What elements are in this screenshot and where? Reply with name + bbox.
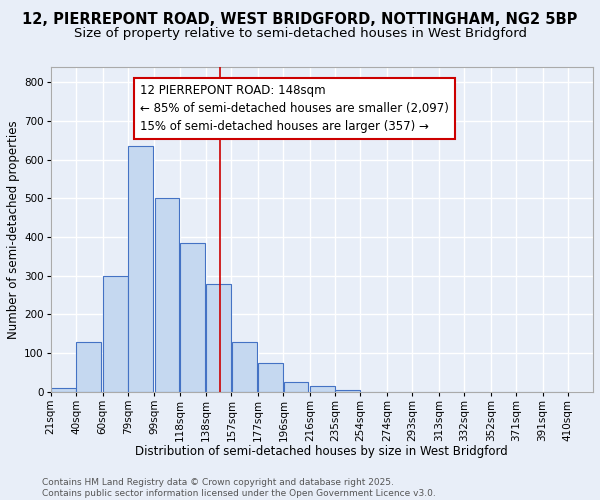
X-axis label: Distribution of semi-detached houses by size in West Bridgford: Distribution of semi-detached houses by … [136,445,508,458]
Y-axis label: Number of semi-detached properties: Number of semi-detached properties [7,120,20,338]
Bar [180,243,205,392]
Text: Size of property relative to semi-detached houses in West Bridgford: Size of property relative to semi-detach… [74,28,527,40]
Bar [76,342,101,392]
Bar [310,386,335,392]
Bar [335,390,360,392]
Bar [128,146,153,392]
Bar [155,198,179,392]
Bar [51,388,76,392]
Text: 12 PIERREPONT ROAD: 148sqm
← 85% of semi-detached houses are smaller (2,097)
15%: 12 PIERREPONT ROAD: 148sqm ← 85% of semi… [140,84,449,134]
Bar [232,342,257,392]
Text: Contains HM Land Registry data © Crown copyright and database right 2025.
Contai: Contains HM Land Registry data © Crown c… [42,478,436,498]
Bar [284,382,308,392]
Text: 12, PIERREPONT ROAD, WEST BRIDGFORD, NOTTINGHAM, NG2 5BP: 12, PIERREPONT ROAD, WEST BRIDGFORD, NOT… [22,12,578,28]
Bar [206,284,231,392]
Bar [258,363,283,392]
Bar [103,276,128,392]
